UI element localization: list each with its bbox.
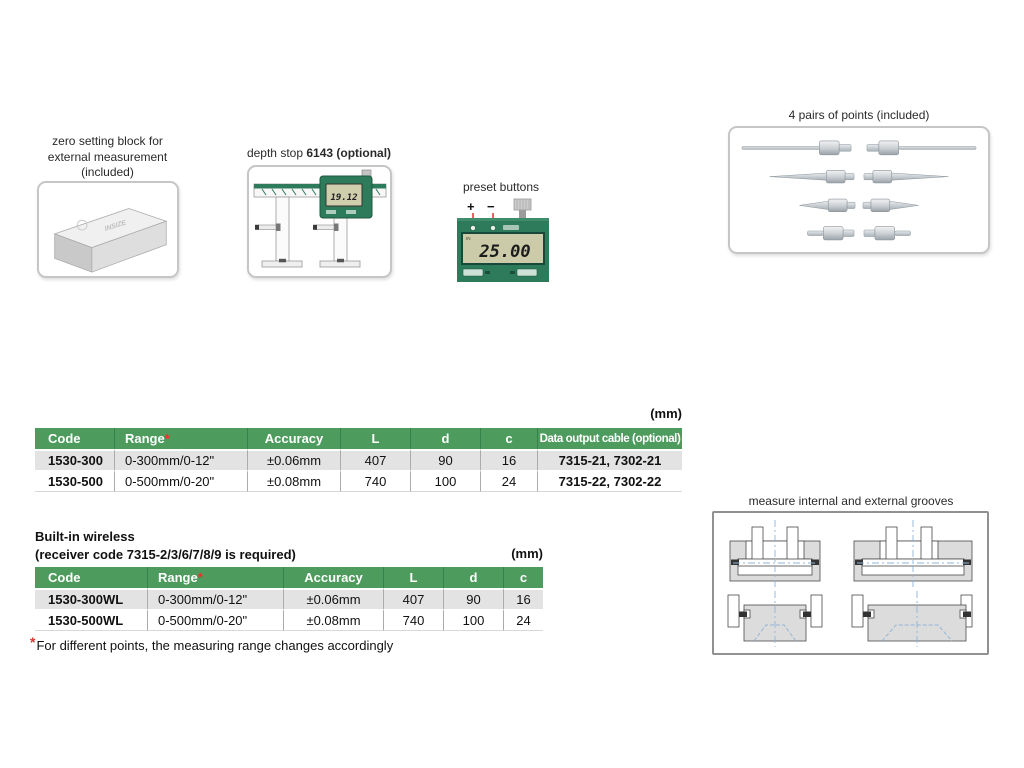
table1-header-d: d xyxy=(410,428,480,449)
table2-header-code: Code xyxy=(35,567,147,588)
table-row: 1530-500 0-500mm/0-20" ±0.08mm 740 100 2… xyxy=(35,470,682,492)
table1-header-c: c xyxy=(480,428,537,449)
footnote-text: For different points, the measuring rang… xyxy=(36,638,394,653)
grooves-figure xyxy=(712,511,989,655)
cell-range: 0-300mm/0-12" xyxy=(147,588,283,609)
wireless-subtitle: (receiver code 7315-2/3/6/7/8/9 is requi… xyxy=(35,546,296,562)
cell-d: 100 xyxy=(410,470,480,492)
cell-cable: 7315-22, 7302-22 xyxy=(537,470,682,492)
footnote: *For different points, the measuring ran… xyxy=(30,634,394,653)
cell-l: 740 xyxy=(383,609,443,631)
cell-cable: 7315-21, 7302-21 xyxy=(537,449,682,470)
footnote-asterisk: * xyxy=(30,634,36,650)
cell-c: 16 xyxy=(503,588,543,609)
preset-lcd-value: 25.00 xyxy=(478,242,530,262)
caliper-lcd-value: 19.12 xyxy=(330,193,357,203)
zero-block-illustration: INSIZE xyxy=(53,208,168,273)
grooves-illustration xyxy=(727,520,973,647)
points-label: 4 pairs of points (included) xyxy=(788,108,930,122)
cell-d: 90 xyxy=(410,449,480,470)
range-asterisk: * xyxy=(197,570,203,585)
wireless-section-header: Built-in wireless (receiver code 7315-2/… xyxy=(35,528,543,563)
cell-accuracy: ±0.08mm xyxy=(247,470,340,492)
caliper-illustration: 19.12 xyxy=(253,169,386,268)
cell-accuracy: ±0.06mm xyxy=(283,588,383,609)
depth-stop-label: depth stop 6143 (optional) xyxy=(238,146,400,162)
cell-code: 1530-300WL xyxy=(35,588,147,609)
table2-header-accuracy: Accuracy xyxy=(283,567,383,588)
cell-l: 407 xyxy=(340,449,410,470)
table2-header-c: c xyxy=(503,567,543,588)
table1-header-row: Code Range* Accuracy L d c Data output c… xyxy=(35,428,682,449)
cell-c: 24 xyxy=(480,470,537,492)
table1-header-range: Range* xyxy=(114,428,247,449)
depth-stop-label-text: depth stop xyxy=(246,146,307,160)
wireless-title: Built-in wireless xyxy=(35,529,135,544)
cell-accuracy: ±0.06mm xyxy=(247,449,340,470)
cell-l: 740 xyxy=(340,470,410,492)
cell-l: 407 xyxy=(383,588,443,609)
spec-table-2: Code Range* Accuracy L d c 1530-300WL 0-… xyxy=(35,567,543,631)
table2-header-range: Range* xyxy=(147,567,283,588)
cell-c: 24 xyxy=(503,609,543,631)
table1-header-l: L xyxy=(340,428,410,449)
table2-header-l: L xyxy=(383,567,443,588)
cell-code: 1530-500WL xyxy=(35,609,147,631)
table2-unit-label: (mm) xyxy=(511,546,543,561)
table1-unit-label: (mm) xyxy=(650,406,682,421)
zero-block-figure: INSIZE xyxy=(37,181,179,278)
spec-table-1: Code Range* Accuracy L d c Data output c… xyxy=(35,428,682,492)
cell-range: 0-500mm/0-20" xyxy=(114,470,247,492)
table1-header-code: Code xyxy=(35,428,114,449)
cell-code: 1530-300 xyxy=(35,449,114,470)
table1-header-cable: Data output cable (optional) xyxy=(537,428,682,449)
zero-block-label: zero setting block for external measurem… xyxy=(47,134,168,180)
cell-range: 0-300mm/0-12" xyxy=(114,449,247,470)
table-row: 1530-500WL 0-500mm/0-20" ±0.08mm 740 100… xyxy=(35,609,543,631)
points-figure xyxy=(728,126,990,254)
table2-header-d: d xyxy=(443,567,503,588)
svg-text:IN: IN xyxy=(466,236,471,241)
table1-header-accuracy: Accuracy xyxy=(247,428,340,449)
cell-accuracy: ±0.08mm xyxy=(283,609,383,631)
plus-symbol: + xyxy=(467,199,475,214)
preset-buttons-label: preset buttons xyxy=(462,180,540,194)
cell-d: 100 xyxy=(443,609,503,631)
cell-code: 1530-500 xyxy=(35,470,114,492)
cell-range: 0-500mm/0-20" xyxy=(147,609,283,631)
minus-preset-button xyxy=(490,225,496,231)
points-illustration xyxy=(741,140,977,241)
table-row: 1530-300 0-300mm/0-12" ±0.06mm 407 90 16… xyxy=(35,449,682,470)
table2-header-row: Code Range* Accuracy L d c xyxy=(35,567,543,588)
range-asterisk: * xyxy=(164,431,170,446)
cell-c: 16 xyxy=(480,449,537,470)
preset-buttons-figure: + − IN 25.00 xyxy=(457,196,549,282)
table-row: 1530-300WL 0-300mm/0-12" ±0.06mm 407 90 … xyxy=(35,588,543,609)
depth-stop-label-code: 6143 (optional) xyxy=(306,146,392,160)
depth-stop-figure: 19.12 xyxy=(247,165,392,278)
preset-display-illustration: + − IN 25.00 xyxy=(457,198,549,282)
minus-symbol: − xyxy=(487,199,495,214)
plus-preset-button xyxy=(470,225,476,231)
cell-d: 90 xyxy=(443,588,503,609)
grooves-label: measure internal and external grooves xyxy=(748,494,954,508)
